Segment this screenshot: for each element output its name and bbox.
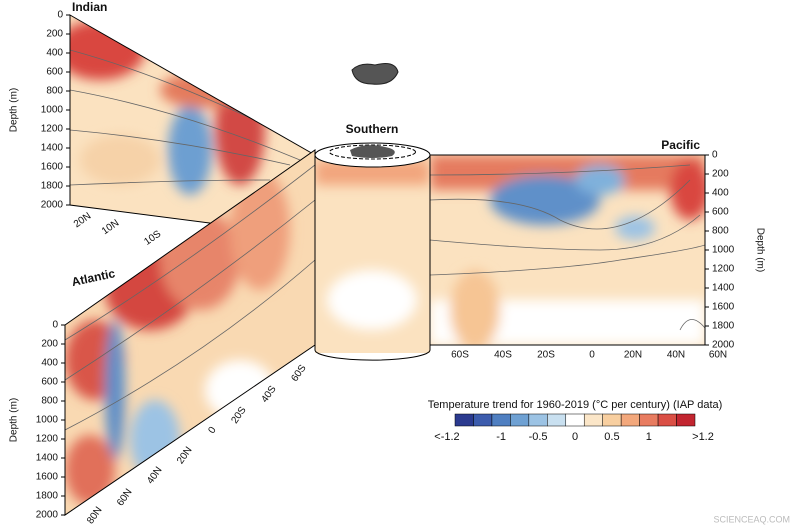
colorbar-label: 0.5 xyxy=(604,431,619,443)
colorbar-swatch xyxy=(547,413,567,427)
depth-tick-label: 400 xyxy=(46,48,63,59)
depth-tick-label: 200 xyxy=(712,169,729,180)
depth-axis-title: Depth (m) xyxy=(9,398,20,442)
depth-tick-label: 1800 xyxy=(712,321,735,332)
lat-tick-label: 40N xyxy=(145,465,165,486)
lat-tick-label: 20N xyxy=(624,350,642,361)
colorbar-swatch xyxy=(583,413,603,427)
colorbar-swatch xyxy=(491,413,511,427)
depth-tick-label: 800 xyxy=(46,86,63,97)
depth-tick-label: 800 xyxy=(41,396,58,407)
depth-tick-label: 1600 xyxy=(36,472,59,483)
depth-tick-label: 1200 xyxy=(41,124,64,135)
pacific-section xyxy=(430,155,705,345)
colorbar-label: -0.5 xyxy=(529,431,548,443)
lat-tick-label: 40S xyxy=(494,350,512,361)
colorbar-label: 0 xyxy=(572,431,578,443)
depth-tick-label: 1000 xyxy=(41,105,64,116)
depth-tick-label: 200 xyxy=(41,339,58,350)
lat-tick-label: 60N xyxy=(709,350,727,361)
depth-axis-title: Depth (m) xyxy=(9,88,20,132)
colorbar-swatch xyxy=(620,413,640,427)
lat-tick-label: 60S xyxy=(289,363,308,384)
colorbar-label: 1 xyxy=(646,431,652,443)
depth-tick-label: 1800 xyxy=(36,491,59,502)
lat-tick-label: 40N xyxy=(667,350,685,361)
lat-tick-label: 20N xyxy=(72,211,93,231)
colorbar-label: >1.2 xyxy=(692,431,714,443)
colorbar-swatch xyxy=(639,413,659,427)
lat-tick-label: 80N xyxy=(85,505,105,526)
colorbar-swatch xyxy=(473,413,493,427)
panel-name: Pacific xyxy=(661,138,700,152)
colorbar-label: -1 xyxy=(496,431,506,443)
colorbar-swatch xyxy=(657,413,677,427)
depth-tick-label: 800 xyxy=(712,226,729,237)
depth-tick-label: 2000 xyxy=(36,510,59,521)
depth-tick-label: 600 xyxy=(46,67,63,78)
lat-tick-label: 20S xyxy=(537,350,555,361)
lat-tick-label: 10S xyxy=(142,228,163,247)
panel-name: Atlantic xyxy=(70,266,116,289)
colorbar-swatch xyxy=(602,413,622,427)
depth-tick-label: 1400 xyxy=(712,283,735,294)
colorbar-swatch xyxy=(528,413,548,427)
lat-tick-label: 0 xyxy=(206,425,218,436)
depth-tick-label: 0 xyxy=(57,10,63,21)
depth-tick-label: 1000 xyxy=(712,245,735,256)
lat-tick-label: 20N xyxy=(175,445,195,466)
depth-tick-label: 200 xyxy=(46,29,63,40)
southern-section xyxy=(315,158,430,353)
colorbar-title: Temperature trend for 1960-2019 (°C per … xyxy=(428,399,723,411)
depth-tick-label: 1200 xyxy=(712,264,735,275)
depth-tick-label: 1600 xyxy=(712,302,735,313)
depth-tick-label: 1400 xyxy=(41,143,64,154)
lat-tick-label: 60N xyxy=(115,487,135,508)
panel-name: Southern xyxy=(346,122,399,136)
depth-tick-label: 1800 xyxy=(41,181,64,192)
depth-axis-title: Depth (m) xyxy=(754,228,765,272)
lat-tick-label: 60S xyxy=(451,350,469,361)
panel-name: Indian xyxy=(72,0,107,14)
colorbar-swatch xyxy=(565,413,585,427)
depth-tick-label: 400 xyxy=(712,188,729,199)
colorbar-swatch xyxy=(454,413,474,427)
depth-tick-label: 1200 xyxy=(36,434,59,445)
colorbar-swatch xyxy=(510,413,530,427)
depth-tick-label: 1600 xyxy=(41,162,64,173)
colorbar-label: <-1.2 xyxy=(434,431,459,443)
depth-tick-label: 2000 xyxy=(41,200,64,211)
depth-tick-label: 400 xyxy=(41,358,58,369)
lat-tick-label: 20S xyxy=(229,405,248,426)
lat-tick-label: 10N xyxy=(100,218,121,238)
watermark: SCIENCEAQ.COM xyxy=(713,514,790,524)
depth-tick-label: 600 xyxy=(41,377,58,388)
depth-tick-label: 1400 xyxy=(36,453,59,464)
depth-tick-label: 2000 xyxy=(712,340,735,351)
depth-tick-label: 0 xyxy=(52,320,58,331)
depth-tick-label: 600 xyxy=(712,207,729,218)
colorbar-swatch xyxy=(676,413,696,427)
depth-tick-label: 0 xyxy=(712,150,718,161)
lat-tick-label: 0 xyxy=(589,350,595,361)
depth-tick-label: 1000 xyxy=(36,415,59,426)
lat-tick-label: 40S xyxy=(259,384,278,405)
